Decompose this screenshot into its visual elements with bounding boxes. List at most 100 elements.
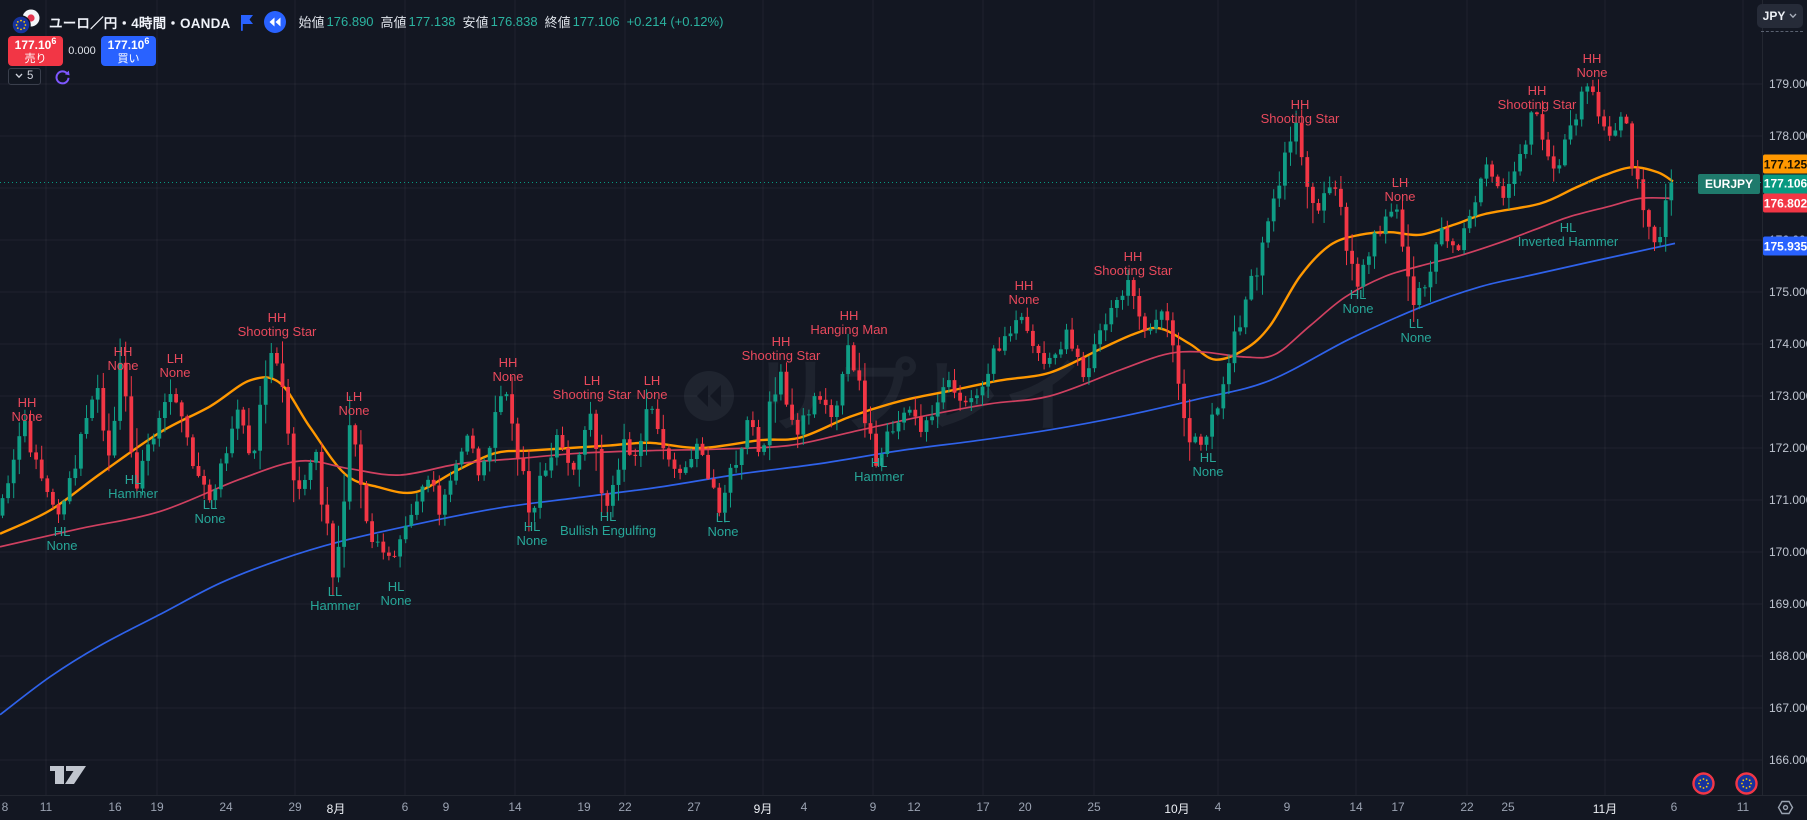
ma-value-badge: 176.802 <box>1763 193 1807 213</box>
time-tick: 17 <box>976 800 990 814</box>
time-tick: 16 <box>108 800 122 814</box>
pattern-label: Shooting Star <box>1261 111 1340 126</box>
pattern-label: None <box>380 593 411 608</box>
pattern-label: Shooting Star <box>1094 263 1173 278</box>
currency-unit-value: JPY <box>1762 9 1786 23</box>
candles <box>0 79 1674 596</box>
grid <box>0 0 1762 795</box>
time-tick: 9 <box>1283 800 1291 814</box>
corner-instrument-logos <box>1692 772 1758 795</box>
pattern-label: None <box>1400 330 1431 345</box>
bars-count-dropdown[interactable]: 5 <box>8 68 42 85</box>
time-tick: 6 <box>401 800 409 814</box>
pattern-label: None <box>516 533 547 548</box>
buy-button[interactable]: 177.106 買い <box>101 36 156 66</box>
time-tick: 12 <box>907 800 921 814</box>
time-tick: 8月 <box>326 802 346 816</box>
buy-price: 177.10 <box>107 38 145 53</box>
sell-label: 売り <box>24 52 47 65</box>
pattern-label: LH <box>1392 175 1409 190</box>
flag-icon[interactable] <box>239 12 255 32</box>
currency-unit-dropdown[interactable]: JPY <box>1757 4 1803 28</box>
ma-value-badge: 177.125 <box>1763 154 1807 174</box>
pattern-label: HL <box>871 455 888 470</box>
price-tick: 170.000 <box>1769 545 1807 559</box>
price-tick: 179.000 <box>1769 77 1807 91</box>
price-tick: 172.000 <box>1769 441 1807 455</box>
pattern-label: HH <box>268 310 287 325</box>
pattern-label: None <box>338 403 369 418</box>
pattern-label: LH <box>167 351 184 366</box>
pattern-label: None <box>194 511 225 526</box>
time-tick: 25 <box>1501 800 1515 814</box>
time-axis[interactable]: 8 11 16 19 24 29 8月 6 9 14 19 22 27 9月 4 9 12 17 20 25 10月 4 9… <box>0 795 1807 820</box>
pattern-label: HH <box>1015 278 1034 293</box>
pattern-label: HH <box>499 355 518 370</box>
pattern-label: None <box>107 358 138 373</box>
symbol-title[interactable]: ユーロ／円・4時間・OANDA <box>49 15 231 31</box>
price-tick: 171.000 <box>1769 493 1807 507</box>
symbol-price-tag: EURJPY <box>1698 173 1760 194</box>
time-tick: 14 <box>508 800 522 814</box>
low-value: 176.838 <box>490 14 538 29</box>
tradingview-logo-icon[interactable] <box>48 762 92 793</box>
time-tick: 9 <box>442 800 450 814</box>
time-tick: 25 <box>1087 800 1101 814</box>
pattern-label: Shooting Star <box>742 348 821 363</box>
pattern-label: HH <box>1124 249 1143 264</box>
time-tick: 8 <box>1 800 9 814</box>
pattern-label: Hanging Man <box>810 322 887 337</box>
pattern-label: HL <box>524 519 541 534</box>
time-tick: 19 <box>150 800 164 814</box>
price-tick: 166.000 <box>1769 753 1807 767</box>
time-tick: 4 <box>800 800 808 814</box>
restart-replay-icon[interactable] <box>54 68 71 85</box>
bars-count-value: 5 <box>27 70 34 82</box>
replay-active-icon[interactable] <box>263 10 287 34</box>
high-label: 高値 <box>380 15 407 30</box>
pattern-label: Hammer <box>854 469 905 484</box>
gear-icon[interactable] <box>1777 799 1794 820</box>
time-tick: 14 <box>1349 800 1363 814</box>
price-tick: 168.000 <box>1769 649 1807 663</box>
time-tick: 22 <box>618 800 632 814</box>
time-tick: 17 <box>1391 800 1405 814</box>
price-tick: 174.000 <box>1769 337 1807 351</box>
pattern-label: LL <box>716 510 730 525</box>
replay-toolbar: 5 <box>8 68 71 85</box>
pattern-label: Bullish Engulfing <box>560 523 656 538</box>
buy-label: 買い <box>117 52 140 65</box>
time-tick: 10月 <box>1164 802 1190 816</box>
sell-button[interactable]: 177.106 売り <box>8 36 63 66</box>
trade-panel: 177.106 売り 0.000 177.106 買い <box>8 36 156 66</box>
pattern-label: LH <box>346 389 363 404</box>
price-axis[interactable]: 179.000178.000177.000176.000175.000174.0… <box>1762 0 1807 795</box>
time-tick: 6 <box>1670 800 1678 814</box>
pattern-label: None <box>1008 292 1039 307</box>
pattern-label: Hammer <box>310 598 361 613</box>
pattern-label: HH <box>840 308 859 323</box>
pattern-label: HH <box>1291 97 1310 112</box>
pattern-label: None <box>159 365 190 380</box>
pattern-label: None <box>707 524 738 539</box>
time-tick: 11 <box>1736 800 1750 814</box>
time-tick: 9 <box>869 800 877 814</box>
price-tick: 169.000 <box>1769 597 1807 611</box>
pattern-label: HH <box>772 334 791 349</box>
low-label: 安値 <box>462 15 489 30</box>
pattern-label: None <box>11 409 42 424</box>
pattern-label: HL <box>1560 220 1577 235</box>
pattern-label: None <box>1192 464 1223 479</box>
pattern-label: None <box>1384 189 1415 204</box>
pattern-label: HL <box>1350 287 1367 302</box>
pattern-label: HH <box>1583 51 1602 66</box>
time-tick: 24 <box>219 800 233 814</box>
ma-fast <box>0 165 1674 535</box>
replay-watermark: リプレイ <box>684 352 1084 441</box>
sell-price: 177.10 <box>14 38 52 53</box>
time-tick: 22 <box>1460 800 1474 814</box>
open-label: 始値 <box>298 15 325 30</box>
